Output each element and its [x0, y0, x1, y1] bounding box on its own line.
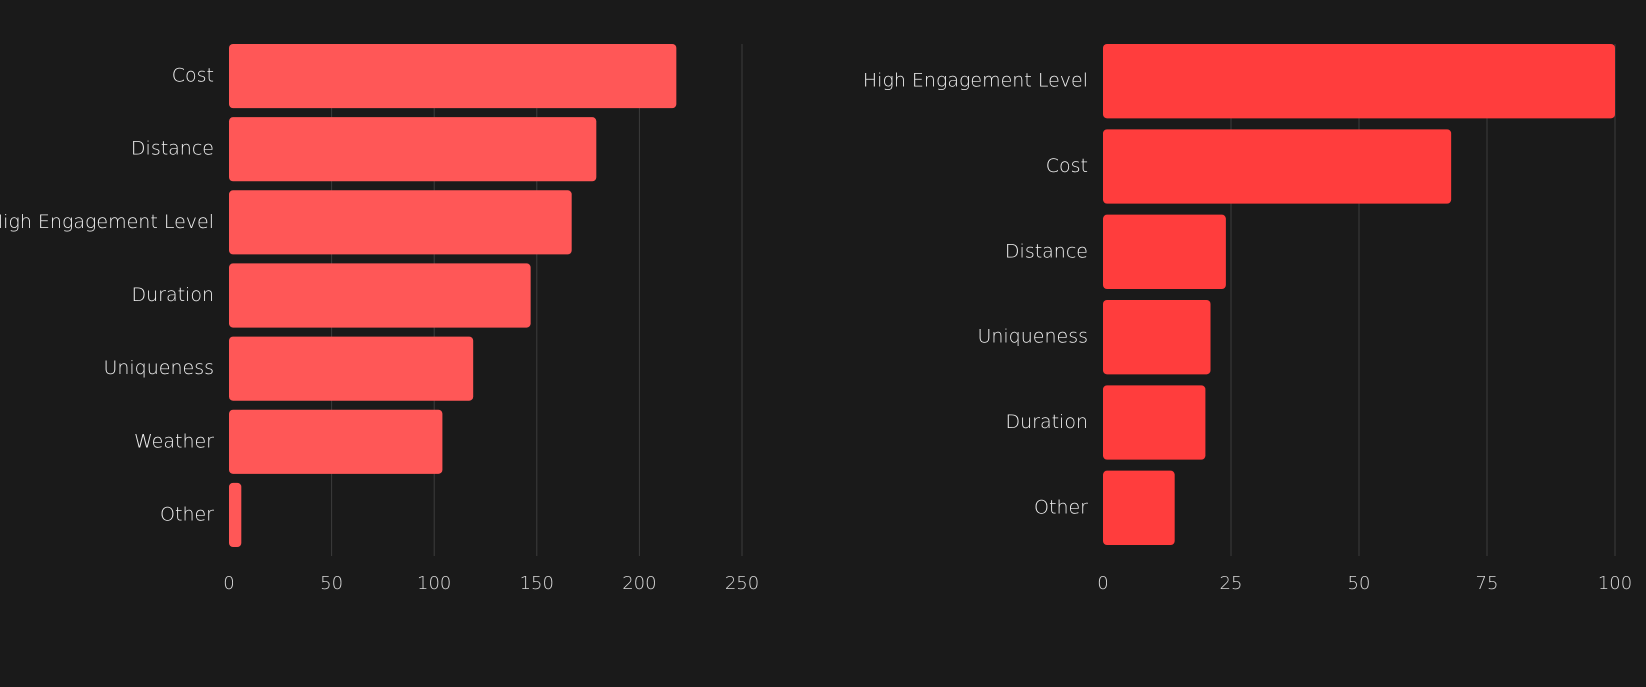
- left-bar-3[interactable]: [229, 263, 531, 328]
- right-bar-1[interactable]: [1103, 129, 1452, 204]
- left-category-label-3: Duration: [131, 284, 214, 306]
- left-category-label-5: Weather: [134, 430, 214, 452]
- left-category-label-0: Cost: [172, 65, 214, 87]
- right-category-label-1: Cost: [1046, 155, 1088, 177]
- right-category-label-4: Duration: [1005, 411, 1088, 433]
- right-x-tick-label-3: 75: [1476, 573, 1499, 594]
- right-bar-0[interactable]: [1103, 44, 1615, 119]
- left-x-tick-label-0: 0: [223, 573, 234, 594]
- right-bar-5[interactable]: [1103, 470, 1175, 545]
- right-category-label-0: High Engagement Level: [863, 70, 1088, 92]
- right-category-label-5: Other: [1034, 496, 1088, 518]
- right-category-label-2: Distance: [1005, 240, 1088, 262]
- left-bar-2[interactable]: [229, 190, 572, 255]
- right-bar-chart: High Engagement Level Cost Distance Uniquen…: [863, 44, 1632, 594]
- right-bar-2[interactable]: [1103, 214, 1226, 289]
- left-x-tick-label-5: 250: [725, 573, 759, 594]
- left-bar-1[interactable]: [229, 117, 597, 182]
- left-x-tick-label-3: 150: [520, 573, 554, 594]
- left-bar-chart: Cost Distance High Engagement Level Duratio…: [0, 44, 759, 594]
- right-bar-3[interactable]: [1103, 300, 1211, 375]
- left-category-label-2: High Engagement Level: [0, 211, 214, 233]
- right-x-tick-label-2: 50: [1348, 573, 1371, 594]
- left-bar-4[interactable]: [229, 336, 474, 401]
- left-bar-6[interactable]: [229, 482, 242, 547]
- left-x-tick-label-2: 100: [417, 573, 451, 594]
- right-x-tick-label-0: 0: [1097, 573, 1108, 594]
- right-x-tick-label-1: 25: [1220, 573, 1243, 594]
- left-bar-5[interactable]: [229, 409, 443, 474]
- left-x-tick-label-4: 200: [622, 573, 656, 594]
- right-category-label-3: Uniqueness: [977, 326, 1088, 348]
- left-bar-0[interactable]: [229, 44, 677, 109]
- right-bar-4[interactable]: [1103, 385, 1206, 460]
- left-category-label-6: Other: [160, 503, 214, 525]
- right-x-tick-label-4: 100: [1598, 573, 1632, 594]
- left-category-label-1: Distance: [131, 138, 214, 160]
- left-category-label-4: Uniqueness: [103, 357, 214, 379]
- left-x-tick-label-1: 50: [320, 573, 343, 594]
